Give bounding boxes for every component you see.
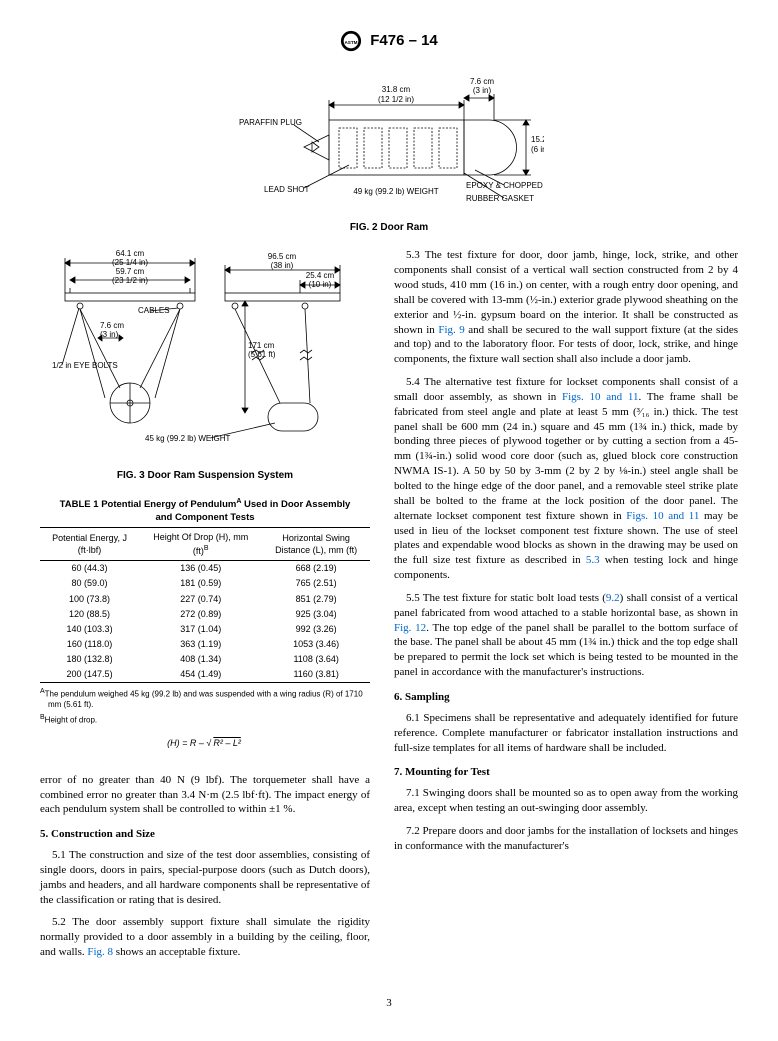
fig2-drawing: 31.8 cm (12 1/2 in) 7.6 cm (3 in) 15.2 c… [234, 70, 544, 210]
fig12-ref[interactable]: Fig. 12 [394, 622, 426, 634]
svg-text:171 cm: 171 cm [248, 341, 275, 350]
table1: Potential Energy, J(ft·lbf) Height Of Dr… [40, 527, 370, 682]
table-cell: 60 (44.3) [40, 560, 139, 576]
label-epoxy: EPOXY & CHOPPED FIBER [466, 181, 544, 190]
svg-text:(38 in): (38 in) [271, 261, 294, 270]
table-row: 80 (59.0)181 (0.59)765 (2.51) [40, 576, 370, 591]
table-row: 160 (118.0)363 (1.19)1053 (3.46) [40, 636, 370, 651]
para-5-3: 5.3 The test fixture for door, door jamb… [394, 248, 738, 367]
table-cell: 1160 (3.81) [262, 667, 370, 683]
table-cell: 1108 (3.64) [262, 652, 370, 667]
svg-text:(3 in): (3 in) [100, 330, 119, 339]
table-cell: 1053 (3.46) [262, 636, 370, 651]
right-column: 5.3 The test fixture for door, door jamb… [394, 248, 738, 968]
svg-text:ASTM: ASTM [345, 40, 358, 45]
page-header: ASTM F476 – 14 [40, 30, 738, 52]
astm-logo: ASTM [340, 30, 362, 52]
dim-width-in: (12 1/2 in) [378, 95, 414, 104]
svg-text:(5.61 ft): (5.61 ft) [248, 350, 276, 359]
table1-caption: TABLE 1 Potential Energy of PendulumA Us… [40, 497, 370, 525]
table-cell: 140 (103.3) [40, 621, 139, 636]
dim-width-cm: 31.8 cm [382, 85, 411, 94]
dim-h-cm: 15.2 cm [531, 135, 544, 144]
fig3-drawing: 64.1 cm (25 1/4 in) 59.7 cm (23 1/2 in) … [50, 248, 360, 458]
fig3-caption: FIG. 3 Door Ram Suspension System [40, 469, 370, 483]
table-cell: 200 (147.5) [40, 667, 139, 683]
page-number: 3 [40, 996, 738, 1011]
col1-header: Potential Energy, J(ft·lbf) [40, 528, 139, 560]
table-cell: 668 (2.19) [262, 560, 370, 576]
sec6-heading: 6. Sampling [394, 690, 738, 705]
table-row: 140 (103.3)317 (1.04)992 (3.26) [40, 621, 370, 636]
table-cell: 227 (0.74) [139, 591, 262, 606]
dim-tip-in: (3 in) [473, 86, 492, 95]
table-cell: 363 (1.19) [139, 636, 262, 651]
dim-tip-cm: 7.6 cm [470, 77, 494, 86]
table-cell: 992 (3.26) [262, 621, 370, 636]
sec-9-2-ref[interactable]: 9.2 [606, 592, 620, 604]
table-row: 200 (147.5)454 (1.49)1160 (3.81) [40, 667, 370, 683]
table-cell: 765 (2.51) [262, 576, 370, 591]
figs10-11-ref-a[interactable]: Figs. 10 and 11 [562, 391, 638, 403]
table-row: 60 (44.3)136 (0.45)668 (2.19) [40, 560, 370, 576]
col3-header: Horizontal SwingDistance (L), mm (ft) [262, 528, 370, 560]
para-7-2: 7.2 Prepare doors and door jambs for the… [394, 824, 738, 854]
two-column-layout: 64.1 cm (25 1/4 in) 59.7 cm (23 1/2 in) … [40, 248, 738, 968]
spec-title: F476 – 14 [370, 31, 438, 51]
footnote-a: AThe pendulum weighed 45 kg (99.2 lb) an… [40, 687, 370, 711]
col2-header: Height Of Drop (H), mm(ft)B [139, 528, 262, 560]
svg-text:7.6 cm: 7.6 cm [100, 321, 124, 330]
label-leadshot: LEAD SHOT [264, 185, 309, 194]
table-row: 100 (73.8)227 (0.74)851 (2.79) [40, 591, 370, 606]
figure-2: 31.8 cm (12 1/2 in) 7.6 cm (3 in) 15.2 c… [40, 70, 738, 234]
fig8-ref[interactable]: Fig. 8 [87, 946, 113, 958]
para-5-2: 5.2 The door assembly support fixture sh… [40, 915, 370, 960]
svg-text:(10 in): (10 in) [309, 280, 332, 289]
dim-h-in: (6 in) [531, 145, 544, 154]
svg-text:59.7 cm: 59.7 cm [116, 267, 145, 276]
svg-text:(23 1/2 in): (23 1/2 in) [112, 276, 148, 285]
fig9-ref[interactable]: Fig. 9 [438, 324, 464, 336]
table-cell: 181 (0.59) [139, 576, 262, 591]
table-cell: 272 (0.89) [139, 606, 262, 621]
para-5-1: 5.1 The construction and size of the tes… [40, 848, 370, 907]
label-paraffin: PARAFFIN PLUG [239, 118, 302, 127]
label-weight: 49 kg (99.2 lb) WEIGHT [353, 187, 438, 196]
sec7-heading: 7. Mounting for Test [394, 765, 738, 780]
table-cell: 120 (88.5) [40, 606, 139, 621]
table-cell: 80 (59.0) [40, 576, 139, 591]
table-cell: 408 (1.34) [139, 652, 262, 667]
table-cell: 136 (0.45) [139, 560, 262, 576]
table-row: 120 (88.5)272 (0.89)925 (3.04) [40, 606, 370, 621]
svg-text:45 kg (99.2 lb) WEIGHT: 45 kg (99.2 lb) WEIGHT [145, 434, 230, 443]
error-paragraph: error of no greater than 40 N (9 lbf). T… [40, 773, 370, 818]
sec-5-3-ref[interactable]: 5.3 [586, 554, 600, 566]
para-5-5: 5.5 The test fixture for static bolt loa… [394, 591, 738, 680]
figure-3: 64.1 cm (25 1/4 in) 59.7 cm (23 1/2 in) … [40, 248, 370, 482]
fig2-caption: FIG. 2 Door Ram [40, 221, 738, 235]
svg-text:64.1 cm: 64.1 cm [116, 249, 145, 258]
svg-text:96.5 cm: 96.5 cm [268, 252, 297, 261]
label-rubber: RUBBER GASKET [466, 194, 534, 203]
table-cell: 180 (132.8) [40, 652, 139, 667]
table-cell: 317 (1.04) [139, 621, 262, 636]
left-column: 64.1 cm (25 1/4 in) 59.7 cm (23 1/2 in) … [40, 248, 370, 968]
figs10-11-ref-b[interactable]: Figs. 10 and 11 [626, 510, 699, 522]
table-cell: 851 (2.79) [262, 591, 370, 606]
table-cell: 160 (118.0) [40, 636, 139, 651]
para-7-1: 7.1 Swinging doors shall be mounted so a… [394, 786, 738, 816]
svg-text:(25 1/4 in): (25 1/4 in) [112, 258, 148, 267]
svg-text:1/2 in EYE BOLTS: 1/2 in EYE BOLTS [52, 361, 118, 370]
para-5-4: 5.4 The alternative test fixture for loc… [394, 375, 738, 583]
svg-text:25.4 cm: 25.4 cm [306, 271, 335, 280]
table-cell: 100 (73.8) [40, 591, 139, 606]
footnote-b: BHeight of drop. [40, 713, 370, 726]
para-6-1: 6.1 Specimens shall be representative an… [394, 711, 738, 756]
table-cell: 925 (3.04) [262, 606, 370, 621]
sec5-heading: 5. Construction and Size [40, 827, 370, 842]
table-cell: 454 (1.49) [139, 667, 262, 683]
table-header-row: Potential Energy, J(ft·lbf) Height Of Dr… [40, 528, 370, 560]
formula: (H) = R – √R² – L² [40, 737, 370, 749]
table-row: 180 (132.8)408 (1.34)1108 (3.64) [40, 652, 370, 667]
